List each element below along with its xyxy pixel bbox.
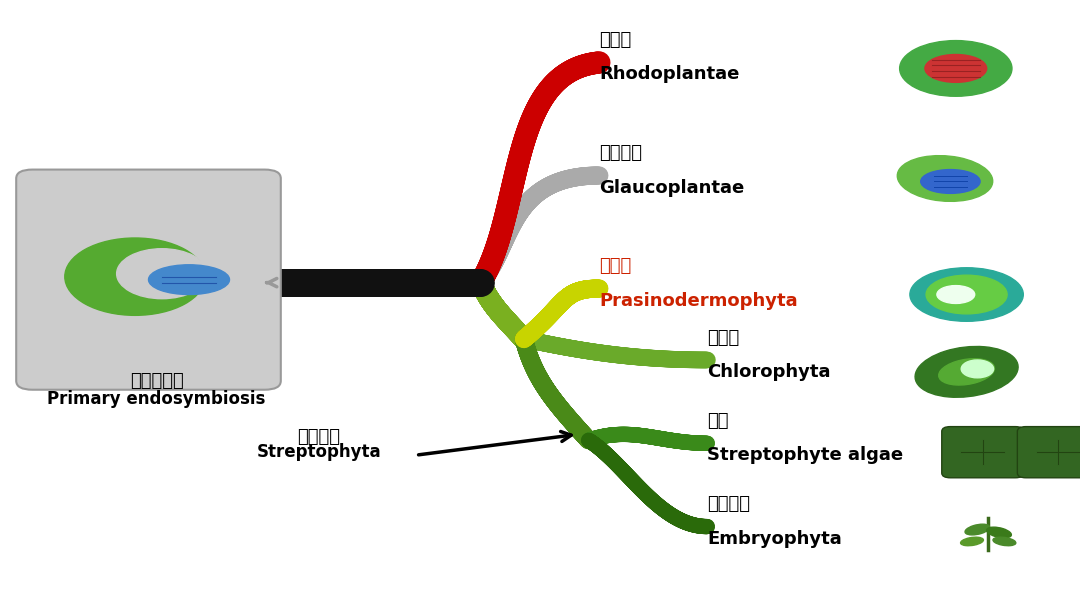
Circle shape [117, 249, 207, 299]
Ellipse shape [900, 40, 1012, 96]
Ellipse shape [897, 156, 993, 201]
FancyBboxPatch shape [16, 170, 281, 390]
Ellipse shape [927, 275, 1008, 314]
Text: Chlorophyta: Chlorophyta [707, 363, 831, 381]
FancyBboxPatch shape [942, 427, 1024, 478]
Ellipse shape [149, 265, 230, 295]
Ellipse shape [915, 346, 1018, 397]
Text: 轮藻: 轮藻 [707, 412, 729, 430]
Ellipse shape [993, 537, 1016, 546]
Ellipse shape [960, 537, 984, 546]
Text: 链形植物: 链形植物 [297, 428, 340, 446]
Ellipse shape [937, 286, 974, 303]
Text: 红藻门: 红藻门 [599, 32, 632, 49]
Text: Primary endosymbiosis: Primary endosymbiosis [48, 390, 266, 408]
Text: 有胚植物: 有胚植物 [707, 496, 751, 513]
Ellipse shape [909, 268, 1024, 321]
Text: Embryophyta: Embryophyta [707, 530, 842, 547]
Text: Glaucoplantae: Glaucoplantae [599, 178, 744, 196]
Text: 灰胞藻门: 灰胞藻门 [599, 145, 643, 162]
Text: Prasinodermophyta: Prasinodermophyta [599, 292, 798, 309]
Ellipse shape [987, 527, 1011, 538]
Text: Streptophyte algae: Streptophyte algae [707, 446, 904, 464]
Circle shape [961, 360, 994, 378]
Text: 初次内共生: 初次内共生 [130, 372, 184, 390]
Text: Streptophyta: Streptophyta [256, 443, 381, 461]
Text: 绿藻门: 绿藻门 [707, 329, 740, 347]
Text: 华藻门: 华藻门 [599, 258, 632, 275]
Ellipse shape [924, 55, 987, 82]
Circle shape [65, 238, 205, 315]
Text: Rhodoplantae: Rhodoplantae [599, 65, 740, 83]
Ellipse shape [966, 524, 989, 535]
FancyBboxPatch shape [1017, 427, 1080, 478]
Ellipse shape [920, 170, 981, 193]
Ellipse shape [939, 359, 995, 385]
